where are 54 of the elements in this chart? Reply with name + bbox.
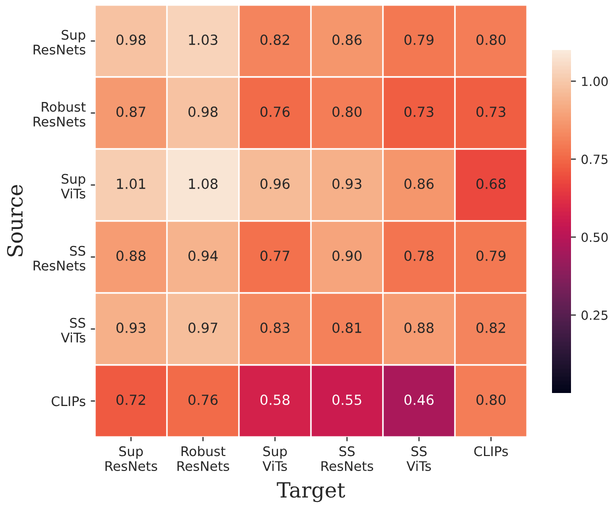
data-label: 0.87	[116, 106, 146, 118]
data-label: 0.83	[260, 322, 290, 334]
data-label: 1.03	[189, 34, 218, 46]
data-label: 0.76	[188, 394, 218, 406]
data-label: 0.86	[404, 178, 434, 190]
color-bar-label: 0.50	[582, 232, 608, 242]
data-label: 0.76	[260, 106, 290, 118]
data-label: 0.98	[116, 34, 146, 46]
x-tick-label: Sup ResNets	[105, 446, 158, 472]
data-label: 0.93	[116, 322, 146, 334]
data-label: 0.90	[332, 250, 362, 262]
data-label: 0.81	[332, 322, 362, 334]
data-label: 0.68	[476, 178, 506, 190]
data-label: 0.80	[476, 394, 506, 406]
color-bar-label: 0.25	[582, 310, 608, 320]
y-tick-label: SS ResNets	[34, 246, 86, 271]
data-label: 0.46	[404, 394, 434, 406]
color-bar-label: 1.00	[582, 76, 608, 86]
color-bar-label: 0.75	[582, 154, 608, 164]
data-label: 0.80	[476, 34, 506, 46]
data-label: 0.82	[476, 322, 506, 334]
y-axis-title: Source	[7, 184, 23, 256]
data-label: 0.86	[332, 34, 362, 46]
data-label: 0.73	[476, 106, 506, 118]
data-label: 0.58	[260, 394, 290, 406]
data-label: 0.77	[260, 250, 290, 262]
data-label: 0.55	[332, 394, 362, 406]
data-label: 0.73	[404, 106, 434, 118]
y-tick-label: CLIPs	[52, 396, 86, 406]
data-label: 1.08	[189, 178, 218, 190]
data-label: 0.79	[476, 250, 506, 262]
x-tick-label: Sup ViTs	[262, 446, 287, 472]
x-tick-label: CLIPs	[474, 446, 508, 456]
y-tick-label: Robust ResNets	[34, 102, 86, 127]
x-tick-label: Robust ResNets	[177, 446, 230, 472]
data-label: 0.72	[116, 394, 146, 406]
data-label: 0.97	[188, 322, 218, 334]
data-label: 0.82	[260, 34, 290, 46]
data-label: 0.96	[260, 178, 290, 190]
data-label: 0.88	[116, 250, 146, 262]
data-label: 0.78	[404, 250, 434, 262]
data-label: 0.88	[404, 322, 434, 334]
x-tick-label: SS ResNets	[321, 446, 374, 472]
y-tick-label: Sup ViTs	[60, 174, 86, 199]
data-label: 1.01	[117, 178, 146, 190]
data-label: 0.80	[332, 106, 362, 118]
data-label: 0.93	[332, 178, 362, 190]
y-tick-label: Sup ResNets	[34, 30, 86, 55]
data-label: 0.79	[404, 34, 434, 46]
data-label: 0.94	[188, 250, 218, 262]
y-tick-label: SS ViTs	[60, 318, 86, 343]
x-axis-title: Target	[276, 482, 346, 502]
x-tick-label: SS ViTs	[406, 446, 431, 472]
data-label: 0.98	[188, 106, 218, 118]
